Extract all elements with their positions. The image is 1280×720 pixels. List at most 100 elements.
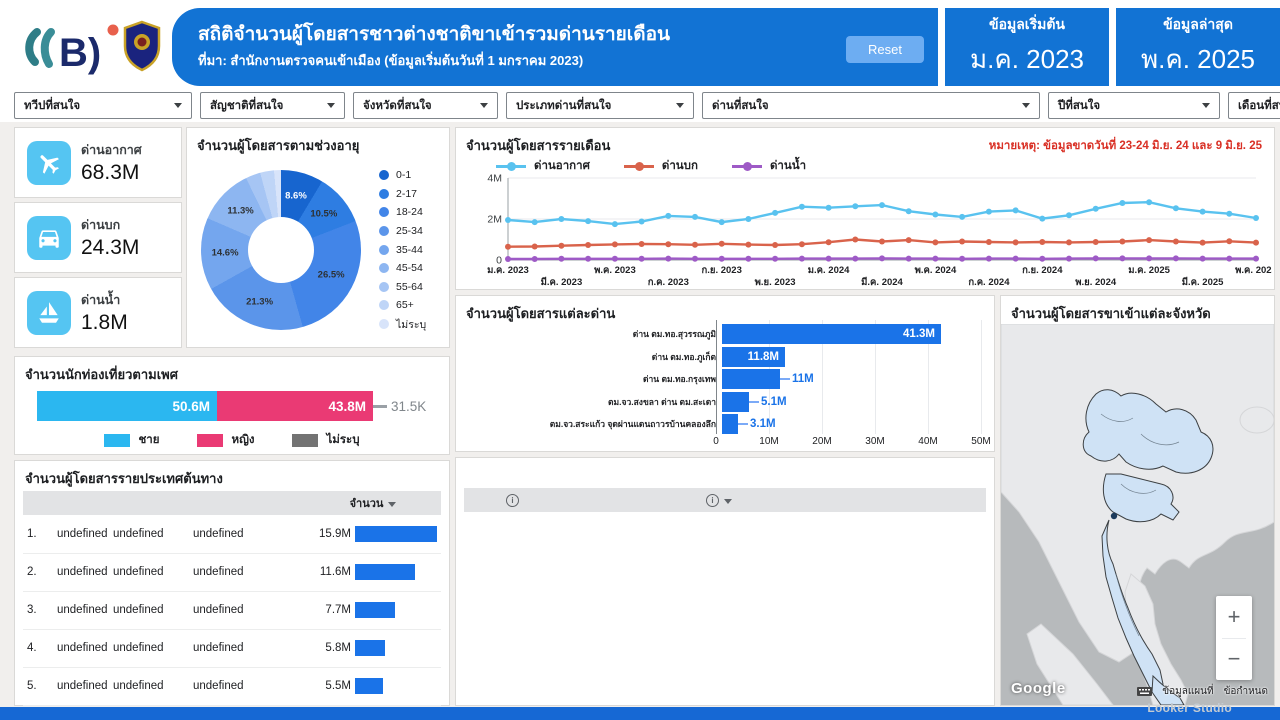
page-subtitle: ที่มา: สำนักงานตรวจคนเข้าเมือง (ข้อมูลเร… [198, 52, 584, 68]
filter-4[interactable]: ประเภทด่านที่สนใจ [506, 92, 694, 119]
svg-text:พ.ค. 2025: พ.ค. 2025 [1235, 265, 1272, 276]
map-zoom-control: + − [1216, 596, 1252, 680]
ports-bar-row: ตม.จว.สระแก้ว จุดผ่านแดนถาวรบ้านคลองลึก 3… [464, 412, 776, 436]
kpi-label: ด่านบก [81, 218, 121, 232]
ports-x-tick: 30M [865, 436, 885, 447]
legend-dot-icon [379, 170, 389, 181]
car-icon [27, 215, 71, 260]
port-bar [722, 391, 749, 412]
chevron-down-icon [174, 103, 182, 108]
ports-x-tick: 20M [812, 436, 832, 447]
ports-bar-row: ตม.จว.สงขลา ด่าน ตม.สะเดา 5.1M [464, 390, 787, 414]
svg-text:ก.ย. 2023: ก.ย. 2023 [702, 265, 742, 276]
map-terms-link[interactable]: ข้อกำหนด [1223, 686, 1268, 697]
filter-label: จังหวัดที่สนใจ [363, 99, 432, 112]
undefined: undefined [57, 680, 108, 692]
kpi-value: 1.8M [81, 311, 128, 334]
zoom-in-button[interactable]: + [1227, 603, 1241, 629]
port-value: 11M [780, 373, 814, 385]
kpi-label: ด่านน้ำ [81, 293, 121, 307]
undefined: undefined [57, 528, 108, 540]
filter-label: ด่านที่สนใจ [712, 99, 769, 112]
sort-caret-icon [724, 498, 732, 504]
gender-legend-item: ไม่ระบุ [292, 431, 360, 449]
filter-6[interactable]: ปีที่สนใจ [1048, 92, 1220, 119]
row-rank: 2. [27, 566, 37, 578]
monthly-line-title: จำนวนผู้โดยสารรายเดือน [466, 138, 611, 153]
filter-label: สัญชาติที่สนใจ [210, 99, 284, 112]
svg-text:2M: 2M [487, 214, 502, 226]
svg-text:พ.ค. 2023: พ.ค. 2023 [594, 265, 636, 276]
gender-unknown-value: 31.5K [391, 398, 427, 414]
gender-bar-chart: 50.6M 43.8M 31.5K [37, 391, 426, 421]
kpi-card-3: ด่านน้ำ 1.8M [14, 277, 182, 348]
donut-legend-item: 35-44 [379, 240, 426, 259]
zoom-out-button[interactable]: − [1227, 646, 1241, 672]
logo-area: B) [0, 6, 176, 86]
filter-7[interactable]: เดือนที่สนใจ [1228, 92, 1280, 119]
row-bar [355, 640, 385, 656]
row-bar [355, 602, 395, 618]
donut-legend-item: ไม่ระบุ [379, 315, 426, 334]
svg-text:B): B) [59, 31, 101, 75]
nationality-row: 2. undefined undefined undefined 11.6M [23, 553, 441, 592]
keyboard-icon[interactable] [1137, 687, 1153, 696]
line-legend-item: ด่านน้ำ [731, 157, 806, 175]
svg-text:0: 0 [496, 255, 502, 267]
data-latest-label: ข้อมูลล่าสุด [1163, 16, 1233, 32]
gender-segment-2: 43.8M [217, 391, 373, 421]
donut-pct-label: 10.5% [310, 208, 338, 220]
data-start-box: ข้อมูลเริ่มต้น ม.ค. 2023 [945, 8, 1109, 86]
svg-text:ก.ย. 2024: ก.ย. 2024 [1022, 265, 1063, 276]
col-amount[interactable]: จำนวน [305, 494, 441, 512]
legend-swatch-icon [197, 433, 224, 447]
port-label: ตม.จว.สงขลา ด่าน ตม.สะเดา [608, 396, 716, 407]
legend-dot-icon [379, 244, 389, 255]
filter-label: ประเภทด่านที่สนใจ [516, 99, 612, 112]
row-rank: 1. [27, 528, 37, 540]
kpi-label: ด่านอากาศ [81, 143, 142, 157]
legend-dot-icon [379, 319, 389, 330]
map-title: จำนวนผู้โดยสารขาเข้าแต่ละจังหวัด [1011, 306, 1211, 321]
col-origin-amount[interactable] [702, 493, 732, 507]
filter-2[interactable]: สัญชาติที่สนใจ [200, 92, 345, 119]
gender-unknown-tick [373, 404, 387, 408]
reset-button[interactable]: Reset [846, 36, 924, 63]
ports-x-tick: 10M [759, 436, 779, 447]
line-legend: ด่านอากาศ ด่านบก ด่านน้ำ [496, 157, 806, 175]
sort-caret-icon [388, 502, 397, 507]
line-legend-item: ด่านอากาศ [496, 157, 590, 175]
ports-bar-title: จำนวนผู้โดยสารแต่ละด่าน [466, 306, 616, 321]
port-bar [722, 414, 738, 434]
donut-pct-label: 8.6% [285, 190, 307, 202]
row-rank: 5. [27, 680, 37, 692]
row-nationality: undefined [193, 680, 244, 692]
gender-legend-item: หญิง [197, 431, 254, 449]
port-value: 3.1M [738, 418, 776, 430]
svg-text:พ.ย. 2023: พ.ย. 2023 [755, 277, 796, 288]
filter-1[interactable]: ทวีปที่สนใจ [14, 92, 192, 119]
row-bar [355, 526, 437, 542]
ports-x-tick: 40M [918, 436, 938, 447]
donut-pct-label: 11.3% [227, 205, 254, 217]
map-data-link[interactable]: ข้อมูลแผนที่ [1162, 686, 1214, 697]
data-start-value: ม.ค. 2023 [969, 44, 1085, 74]
ports-bar-row: ด่าน ตม.ทอ.สุวรรณภูมิ 41.3M [464, 322, 941, 346]
donut-legend-item: 55-64 [379, 278, 426, 297]
nationality-table-title: จำนวนผู้โดยสารรายประเทศต้นทาง [25, 471, 223, 486]
filter-3[interactable]: จังหวัดที่สนใจ [353, 92, 498, 119]
chevron-down-icon [480, 103, 488, 108]
port-value: 5.1M [749, 396, 787, 408]
donut-legend-item: 0-1 [379, 166, 426, 185]
nationality-table-header: จำนวน [23, 491, 441, 515]
gender-legend: ชาย หญิง ไม่ระบุ [15, 431, 449, 449]
donut-pct-label: 21.3% [246, 296, 274, 308]
google-logo[interactable]: Google [1011, 680, 1066, 697]
ports-bar-row: ด่าน ตม.ทอ.ภูเก็ต 11.8M [464, 345, 785, 369]
chevron-down-icon [1202, 103, 1210, 108]
gender-legend-item: ชาย [104, 431, 159, 449]
chevron-down-icon [1022, 103, 1030, 108]
filter-5[interactable]: ด่านที่สนใจ [702, 92, 1040, 119]
origin-table-header [464, 488, 986, 512]
age-donut-title: จำนวนผู้โดยสารตามช่วงอายุ [197, 138, 360, 153]
